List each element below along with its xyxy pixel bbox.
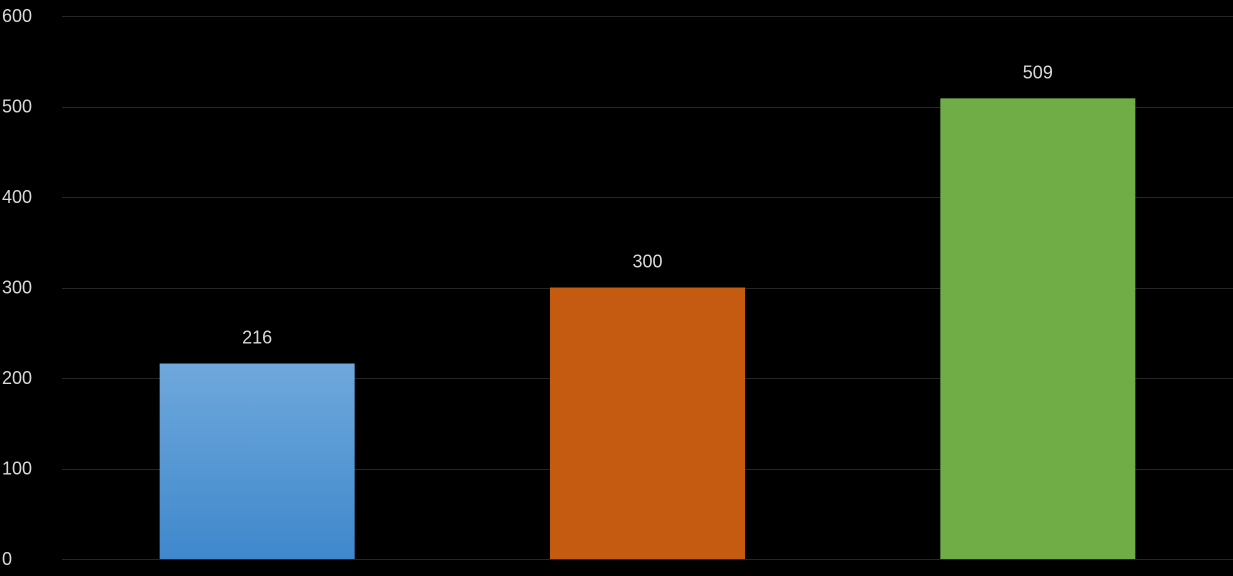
data-label-2: 300 [632,252,662,272]
y-tick-label: 0 [2,549,12,569]
bars [159,98,1136,559]
y-tick-label: 200 [2,368,32,388]
data-labels: 216 300 509 [242,62,1053,347]
bar-1 [159,363,355,559]
bar-2 [550,287,745,559]
y-axis-tick-labels: 0 100 200 300 400 500 600 [2,6,32,569]
y-tick-label: 300 [2,278,32,298]
data-label-3: 509 [1023,62,1053,82]
bar-3 [940,98,1136,559]
y-tick-label: 400 [2,187,32,207]
data-label-1: 216 [242,328,272,348]
y-tick-label: 600 [2,6,32,26]
y-tick-label: 100 [2,459,32,479]
y-tick-label: 500 [2,97,32,117]
